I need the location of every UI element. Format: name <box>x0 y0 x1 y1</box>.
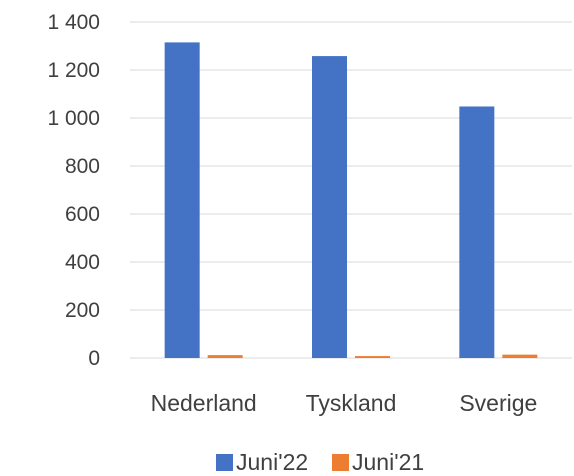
bar-tyskland-series-1 <box>355 356 390 358</box>
gridlines <box>130 21 572 359</box>
bar-nederland-series-1 <box>207 355 243 358</box>
legend: Juni'22 Juni'21 <box>216 449 424 475</box>
y-tick-label: 800 <box>65 155 100 178</box>
legend-swatch-series-0 <box>216 454 233 471</box>
bar-sverige-series-0 <box>459 106 495 358</box>
legend-swatch-series-1 <box>332 454 349 471</box>
y-tick-label: 600 <box>65 203 100 226</box>
x-category-label: Tyskland <box>306 390 397 416</box>
x-category-label: Nederland <box>151 390 257 416</box>
y-tick-label: 400 <box>65 251 100 274</box>
y-axis-tick-labels: 0 200 400 600 800 1 000 1 200 1 400 <box>47 11 100 370</box>
y-tick-label: 1 200 <box>47 59 100 82</box>
bars <box>164 42 538 359</box>
bar-sverige-series-1 <box>502 354 538 358</box>
legend-label-series-1: Juni'21 <box>352 449 424 475</box>
y-tick-label: 200 <box>65 299 100 322</box>
y-tick-label: 1 400 <box>47 11 100 34</box>
y-tick-label: 0 <box>88 347 100 370</box>
legend-label-series-0: Juni'22 <box>236 449 308 475</box>
bar-tyskland-series-0 <box>312 56 347 359</box>
x-category-label: Sverige <box>459 390 537 416</box>
bar-nederland-series-0 <box>164 42 200 359</box>
y-tick-label: 1 000 <box>47 107 100 130</box>
x-axis-category-labels: Nederland Tyskland Sverige <box>151 390 538 416</box>
